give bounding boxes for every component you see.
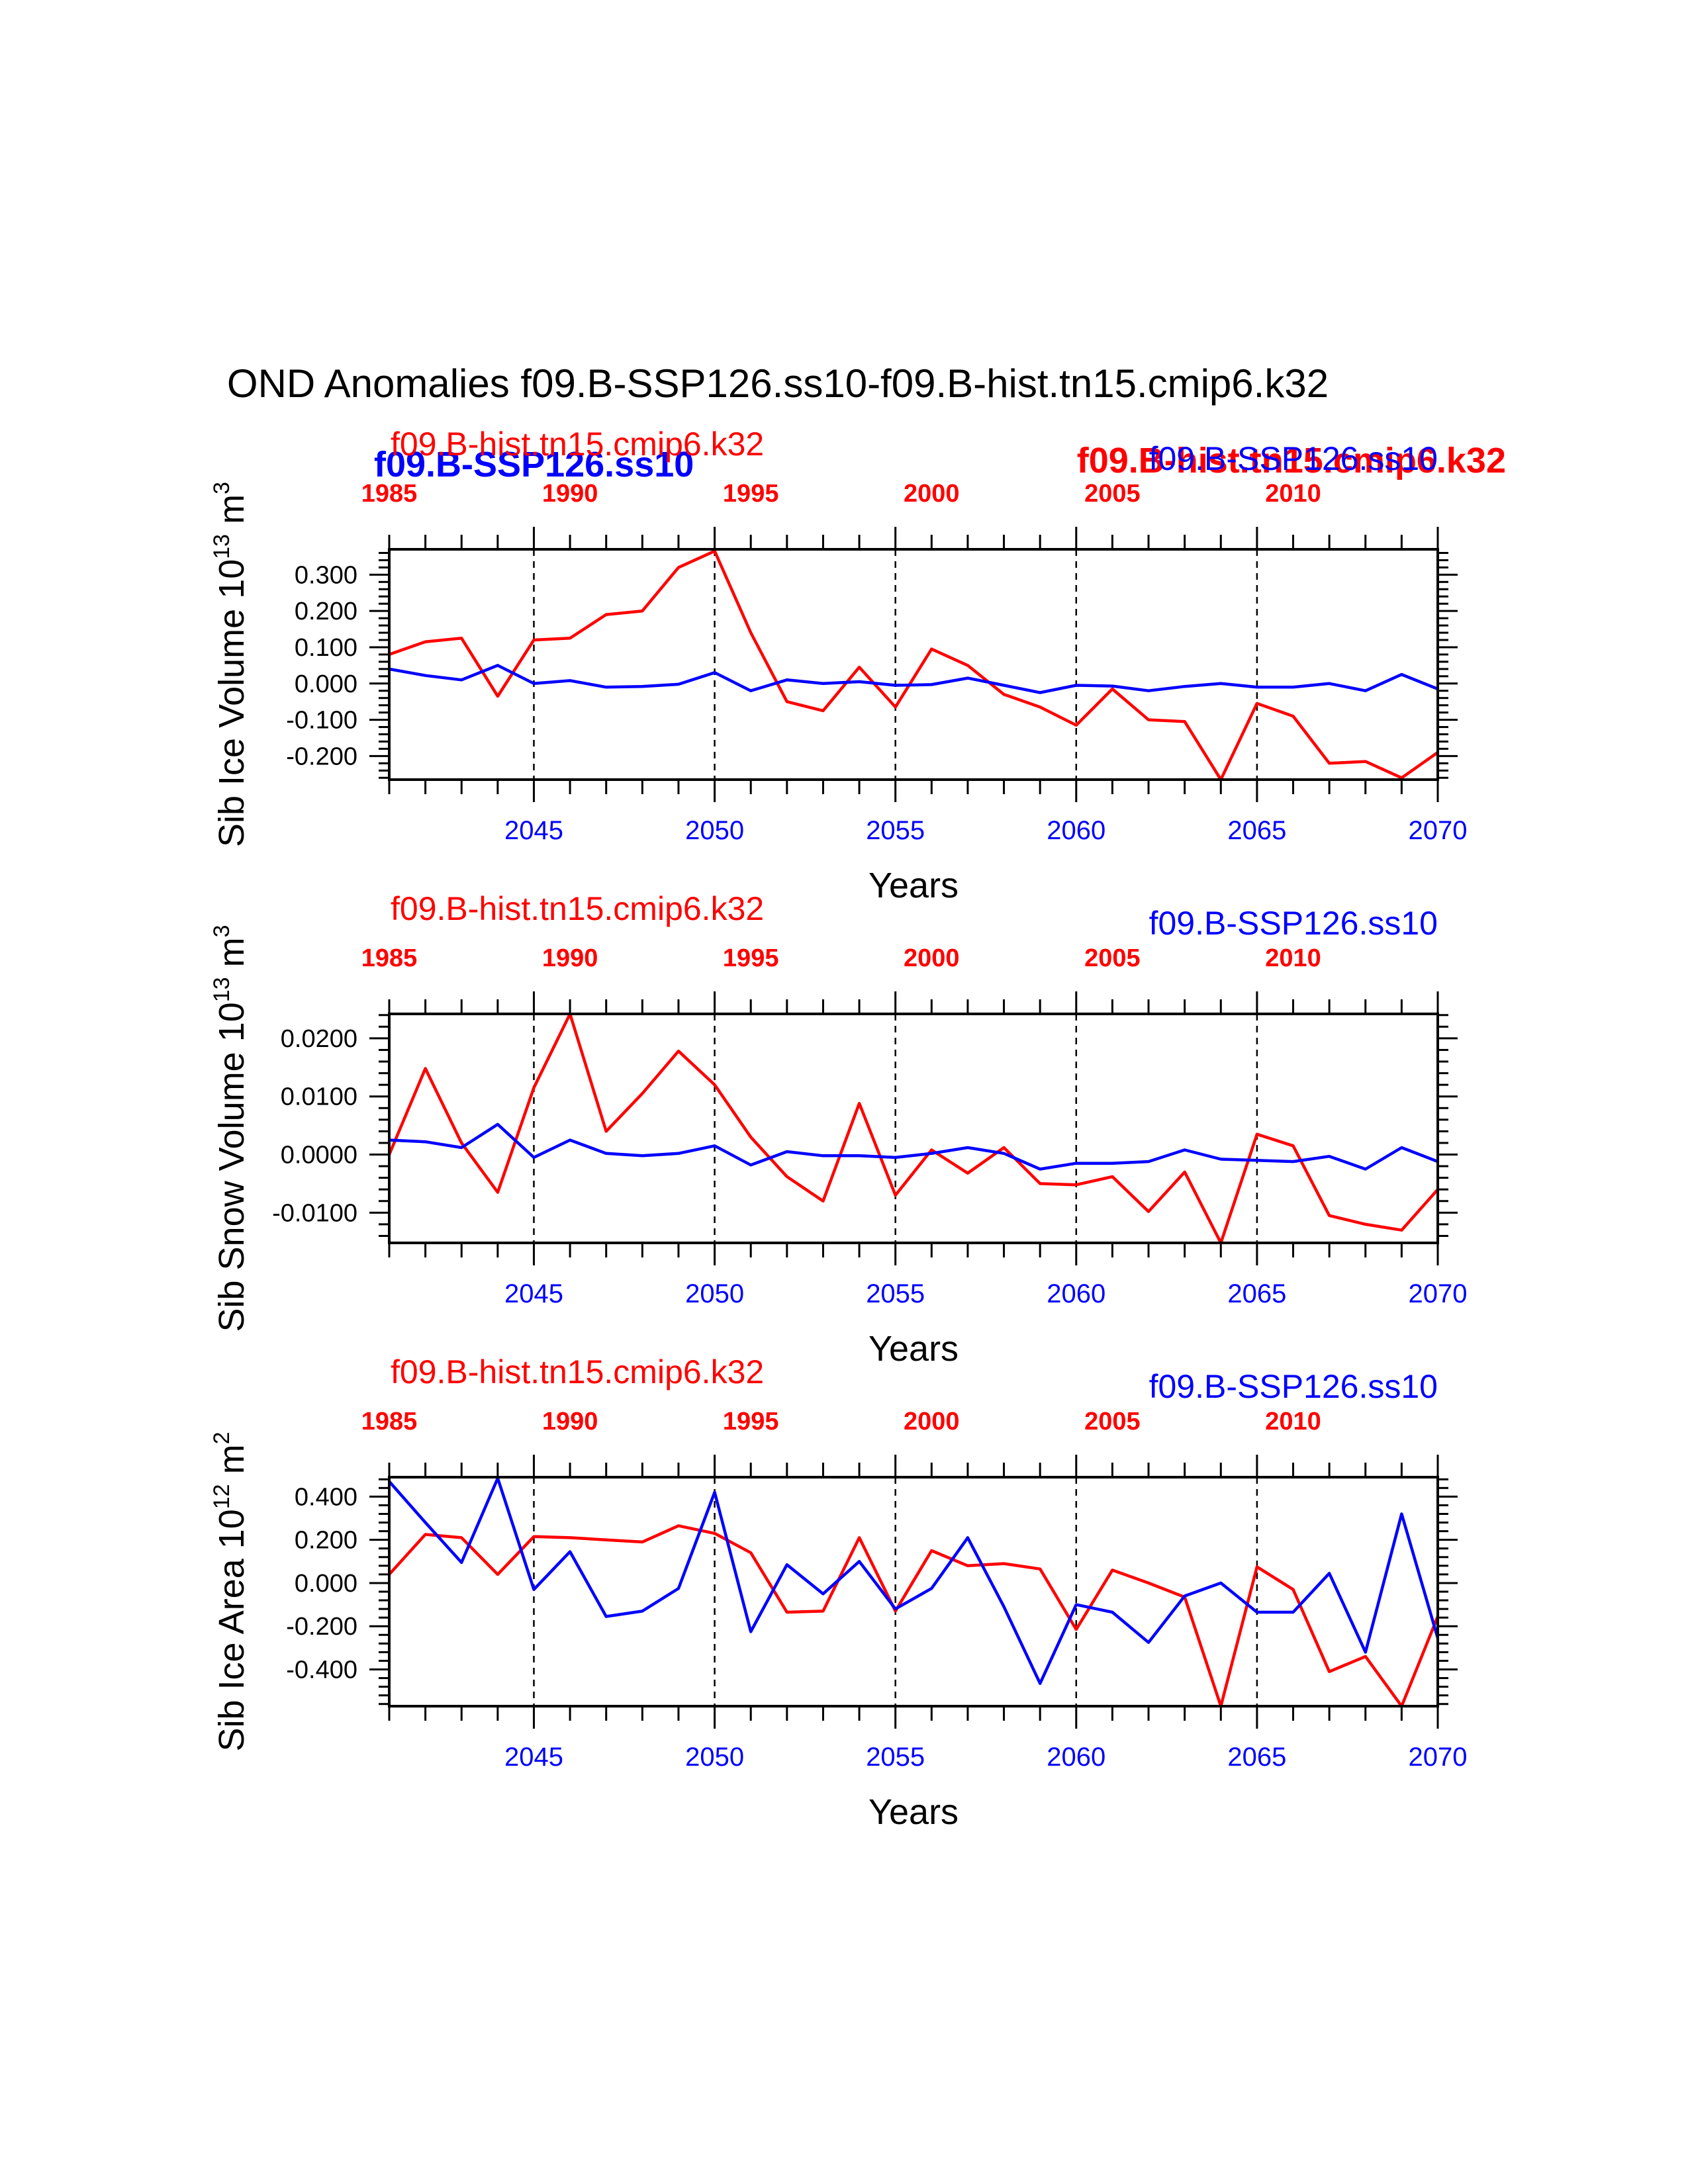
x-tick-label: 2070	[1409, 1743, 1468, 1772]
series-line-hist	[388, 1524, 1440, 1708]
panel-2: f09.B-hist.tn15.cmip6.k32 f09.B-SSP126.ss…	[209, 890, 1467, 1369]
top-tick-label: 1985	[361, 1408, 418, 1435]
x-tick-label: 2065	[1227, 816, 1286, 845]
y-tick-label: 0.400	[295, 1483, 357, 1511]
top-tick-label: 2010	[1265, 1408, 1321, 1435]
y-tick-label: 0.0200	[281, 1025, 357, 1053]
bottom-series-label: f09.B-SSP126.ss10	[1149, 440, 1438, 477]
top-tick-label: 2005	[1084, 944, 1141, 972]
y-axis-title-superscript: 13	[209, 534, 234, 559]
plot-frame	[388, 1476, 1439, 1707]
top-tick-label: 1985	[361, 944, 418, 972]
figure-title: OND Anomalies f09.B-SSP126.ss10-f09.B-hi…	[227, 361, 1329, 406]
x-axis-title: Years	[868, 1792, 959, 1832]
top-tick-label: 1990	[542, 480, 598, 508]
x-tick-label: 2055	[866, 816, 925, 845]
series-line-ssp	[389, 1122, 1438, 1171]
y-axis-title-superscript: 3	[209, 925, 234, 937]
y-axis-title-text: m	[212, 1444, 252, 1484]
y-tick-label: -0.400	[286, 1657, 357, 1684]
x-tick-label: 2045	[504, 816, 563, 845]
y-tick-label: 0.000	[295, 670, 357, 698]
y-axis-title-superscript: 3	[209, 482, 234, 494]
series-line-ssp	[389, 664, 1438, 694]
y-tick-label: 0.000	[295, 1570, 357, 1598]
top-series-label: f09.B-hist.tn15.cmip6.k32	[391, 1353, 764, 1390]
top-series-label: f09.B-hist.tn15.cmip6.k32	[391, 426, 764, 463]
plot-frame	[388, 1013, 1439, 1244]
y-axis-title: Sib Ice Volume 1013 m3	[209, 482, 252, 847]
x-tick-label: 2065	[1227, 1279, 1286, 1308]
x-tick-label: 2070	[1409, 816, 1468, 845]
top-tick-label: 2010	[1265, 480, 1321, 508]
top-tick-label: 1990	[542, 944, 598, 972]
y-axis-title-superscript: 12	[209, 1484, 234, 1509]
y-axis-title: Sib Ice Area 1012 m2	[209, 1432, 252, 1752]
top-tick-label: 2000	[904, 1408, 960, 1435]
y-tick-label: -0.0100	[272, 1199, 357, 1227]
y-axis-title-superscript: 13	[209, 977, 234, 1002]
y-tick-label: -0.100	[286, 707, 357, 735]
x-axis-title: Years	[868, 1329, 959, 1369]
y-axis-title-text: m	[212, 937, 252, 977]
y-axis-title-text: Sib Ice Volume 10	[212, 559, 252, 847]
top-tick-label: 1995	[723, 1408, 779, 1435]
x-tick-label: 2060	[1047, 1743, 1105, 1772]
x-tick-label: 2050	[685, 816, 744, 845]
y-axis-title-superscript: 2	[209, 1432, 234, 1445]
overlay-label-hist-bold: f09.B-hist.tn15.cmip6.k32	[1077, 441, 1506, 480]
series-line-ssp	[388, 1477, 1440, 1685]
top-tick-label: 1985	[361, 480, 418, 508]
bottom-series-label: f09.B-SSP126.ss10	[1149, 1368, 1438, 1405]
x-tick-label: 2050	[685, 1279, 744, 1308]
top-tick-label: 1995	[723, 944, 779, 972]
x-tick-label: 2050	[685, 1743, 744, 1772]
top-tick-label: 2000	[904, 480, 960, 508]
x-axis-title: Years	[868, 866, 959, 905]
x-tick-label: 2055	[866, 1743, 925, 1772]
plot-frame	[388, 548, 1439, 781]
top-tick-label: 1995	[723, 480, 779, 508]
x-tick-label: 2060	[1047, 1279, 1105, 1308]
y-axis-title-text: Sib Ice Area 10	[212, 1509, 252, 1751]
y-axis-title-text: Sib Snow Volume 10	[212, 1002, 252, 1332]
top-tick-label: 2000	[904, 944, 960, 972]
top-tick-label: 1990	[542, 1408, 598, 1435]
y-tick-label: 0.200	[295, 598, 357, 625]
series-line-hist	[389, 549, 1439, 782]
x-tick-label: 2070	[1409, 1279, 1468, 1308]
x-tick-label: 2045	[504, 1743, 563, 1772]
panels: f09.B-hist.tn15.cmip6.k32 f09.B-SSP126.ss…	[209, 426, 1467, 1832]
overlay-label-ssp-bold: f09.B-SSP126.ss10	[374, 445, 694, 484]
series-line-hist	[387, 1012, 1439, 1245]
panel-1: f09.B-hist.tn15.cmip6.k32 f09.B-SSP126.ss…	[209, 426, 1467, 905]
x-tick-label: 2055	[866, 1279, 925, 1308]
y-tick-label: 0.200	[295, 1527, 357, 1555]
y-tick-label: -0.200	[286, 743, 357, 770]
y-tick-label: 0.300	[295, 561, 357, 589]
x-tick-label: 2060	[1047, 816, 1105, 845]
top-tick-label: 2010	[1265, 944, 1321, 972]
y-axis-title-text: m	[212, 494, 252, 534]
y-tick-label: -0.200	[286, 1613, 357, 1641]
panel-3: f09.B-hist.tn15.cmip6.k32 f09.B-SSP126.ss…	[209, 1353, 1467, 1832]
top-tick-label: 2005	[1084, 1408, 1141, 1435]
y-axis-title: Sib Snow Volume 1013 m3	[209, 925, 252, 1332]
x-tick-label: 2045	[504, 1279, 563, 1308]
top-series-label: f09.B-hist.tn15.cmip6.k32	[391, 890, 764, 927]
bottom-series-label: f09.B-SSP126.ss10	[1149, 905, 1438, 942]
y-tick-label: 0.0100	[281, 1083, 357, 1111]
top-tick-label: 2005	[1084, 480, 1141, 508]
x-tick-label: 2065	[1227, 1743, 1286, 1772]
y-tick-label: 0.100	[295, 634, 357, 662]
y-tick-label: 0.0000	[281, 1142, 357, 1169]
